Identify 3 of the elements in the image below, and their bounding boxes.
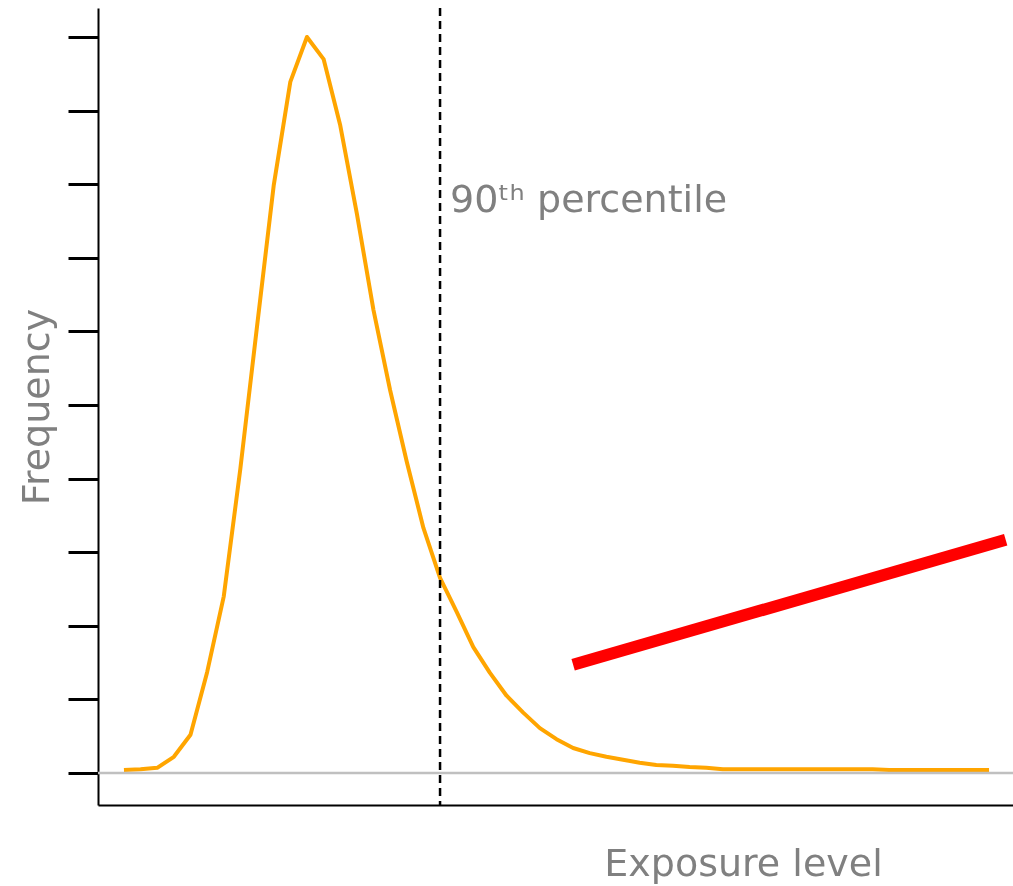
x-axis-title: Exposure level <box>604 840 883 885</box>
annotation: 90ᵗʰ percentile <box>450 177 728 221</box>
y-axis-title: Frequency <box>13 308 58 506</box>
